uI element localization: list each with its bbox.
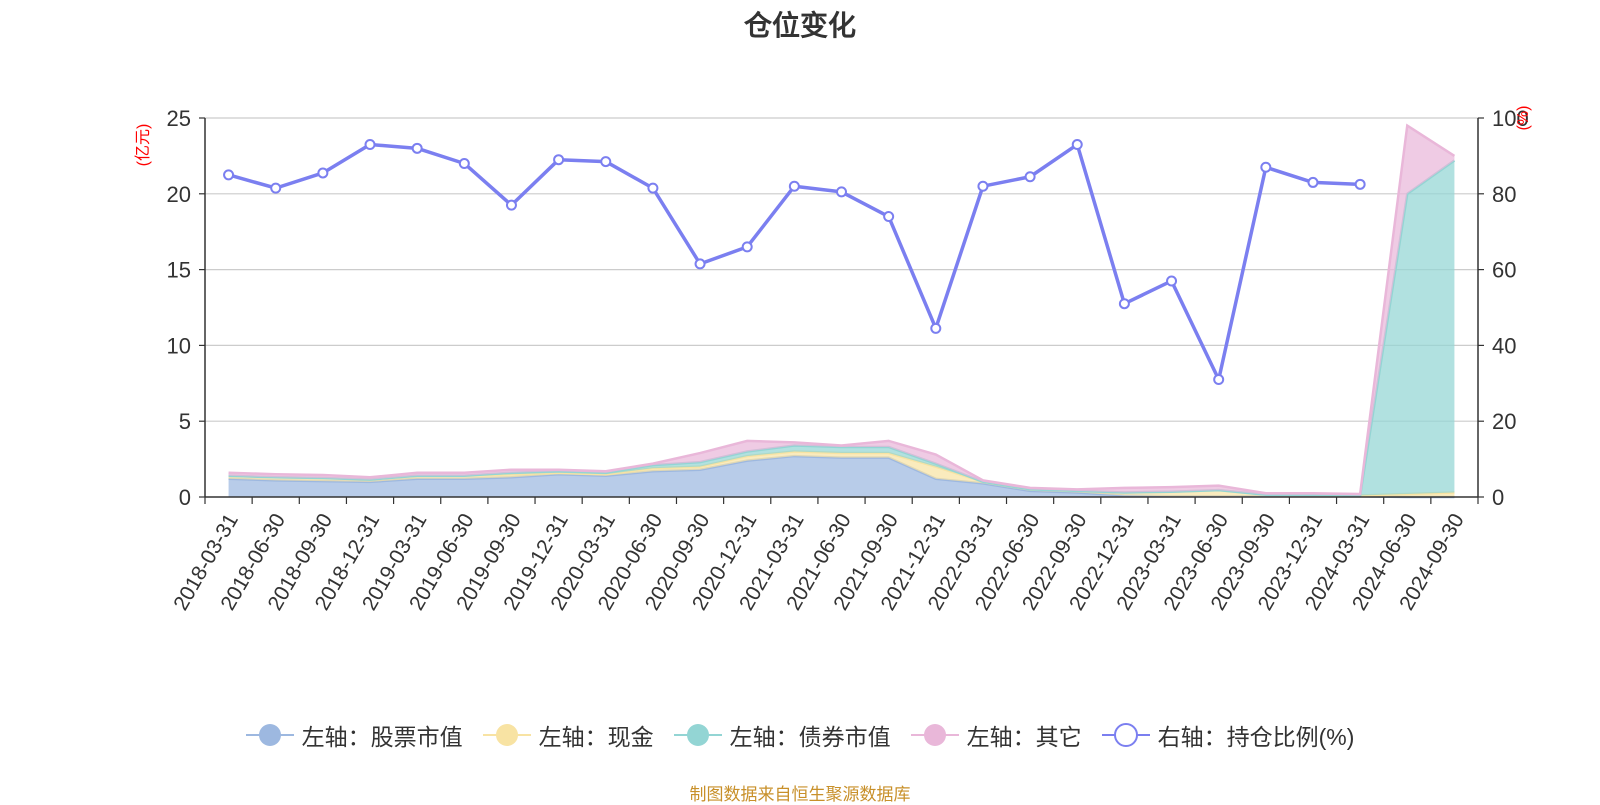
legend-ratio-label: 右轴：持仓比例(%) bbox=[1157, 724, 1355, 750]
ratio-point bbox=[647, 182, 659, 194]
area-4 bbox=[228, 125, 1455, 496]
left-axis-unit: (亿元) bbox=[134, 124, 152, 167]
area-1 bbox=[228, 456, 1455, 497]
ratio-point bbox=[930, 322, 942, 334]
right-axis-tick-label: 80 bbox=[1492, 182, 1516, 207]
right-axis-tick-label: 20 bbox=[1492, 409, 1516, 434]
ratio-point bbox=[553, 154, 565, 166]
ratio-point bbox=[977, 180, 989, 192]
ratio-point bbox=[317, 167, 329, 179]
ratio-point bbox=[270, 182, 282, 194]
legend-item-other[interactable]: 左轴：其它 bbox=[910, 718, 1082, 752]
stacked-areas bbox=[228, 123, 1456, 499]
legend-ratio-icon bbox=[1101, 723, 1150, 747]
legend-item-bond[interactable]: 左轴：债券市值 bbox=[673, 718, 891, 752]
ratio-line bbox=[223, 139, 1366, 386]
left-axis-tick-label: 10 bbox=[167, 333, 191, 358]
legend-stock-icon bbox=[245, 724, 294, 746]
ratio-point bbox=[1213, 374, 1225, 386]
legend-other-icon bbox=[910, 724, 959, 746]
ratio-point bbox=[1260, 161, 1272, 173]
ratio-point bbox=[694, 258, 706, 270]
ratio-point bbox=[600, 156, 612, 168]
ratio-point bbox=[364, 139, 376, 151]
ratio-point bbox=[1166, 275, 1178, 287]
legend-item-stock[interactable]: 左轴：股票市值 bbox=[245, 718, 463, 752]
chart-title: 仓位变化 bbox=[743, 10, 856, 41]
ratio-point bbox=[223, 169, 235, 181]
right-axis-unit: (%) bbox=[1515, 106, 1532, 131]
ratio-point bbox=[1024, 171, 1036, 183]
legend-other-label: 左轴：其它 bbox=[966, 724, 1082, 750]
ratio-point bbox=[505, 199, 517, 211]
ratio-point bbox=[1118, 298, 1130, 310]
ratio-point bbox=[883, 211, 895, 223]
legend-item-cash[interactable]: 左轴：现金 bbox=[482, 718, 654, 752]
grid-lines bbox=[205, 117, 1478, 422]
ratio-point bbox=[458, 157, 470, 169]
right-axis-tick-label: 60 bbox=[1492, 258, 1516, 283]
ratio-point bbox=[836, 186, 847, 198]
ratio-point bbox=[1071, 139, 1083, 151]
legend-stock-label: 左轴：股票市值 bbox=[301, 724, 463, 750]
ratio-point bbox=[1307, 176, 1319, 188]
ratio-point bbox=[411, 142, 423, 154]
ratio-point bbox=[1354, 178, 1366, 190]
ratio-line-path bbox=[228, 142, 1361, 382]
legend-cash-icon bbox=[482, 724, 531, 746]
left-axis-tick-label: 20 bbox=[167, 182, 191, 207]
source-note: 制图数据来自恒生聚源数据库 bbox=[689, 785, 911, 804]
left-axis-tick-label: 5 bbox=[179, 409, 191, 434]
legend-bond-icon bbox=[673, 724, 722, 746]
legend-cash-label: 左轴：现金 bbox=[538, 724, 654, 750]
right-axis-tick-label: 40 bbox=[1492, 333, 1516, 358]
ratio-point bbox=[788, 180, 800, 192]
left-axis-tick-label: 0 bbox=[179, 485, 191, 510]
ratio-point bbox=[741, 241, 753, 253]
area-edge-4 bbox=[228, 123, 1456, 496]
legend: 左轴：股票市值 左轴：现金 左轴：债券市值 左轴：其它 右轴：持仓比例(%) bbox=[0, 718, 1600, 752]
legend-bond-label: 左轴：债券市值 bbox=[729, 724, 891, 750]
left-axis-tick-label: 15 bbox=[167, 258, 191, 283]
left-axis-tick-label: 25 bbox=[167, 106, 191, 131]
legend-item-ratio[interactable]: 右轴：持仓比例(%) bbox=[1101, 718, 1355, 752]
right-axis-tick-label: 0 bbox=[1492, 485, 1504, 510]
right-axis-tick-label: 100 bbox=[1492, 106, 1529, 131]
